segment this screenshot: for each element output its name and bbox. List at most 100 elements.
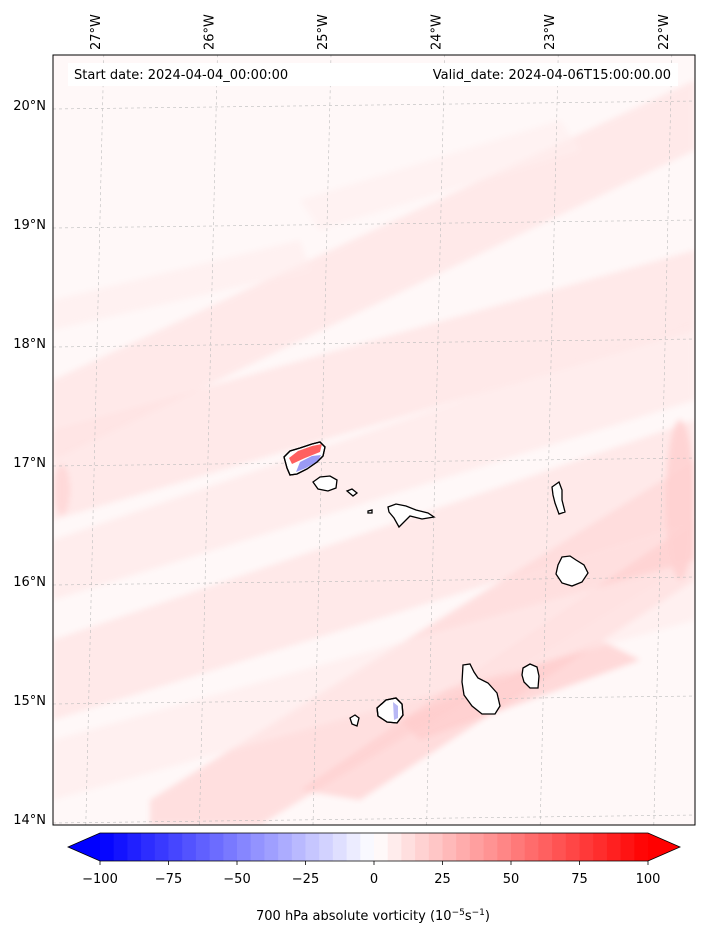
colorbar-cell — [223, 833, 238, 861]
colorbar-cell — [291, 833, 306, 861]
colorbar-cell — [209, 833, 224, 861]
lat-tick-label: 15°N — [13, 694, 46, 709]
colorbar-cell — [387, 833, 402, 861]
colorbar-cell — [237, 833, 252, 861]
colorbar-label-close: ) — [485, 909, 490, 924]
vorticity-field — [53, 80, 695, 825]
gridline-lat-1 — [53, 219, 695, 229]
colorbar-tick-label: 75 — [571, 872, 588, 887]
colorbar-cell — [565, 833, 580, 861]
colorbar-tick-label: −25 — [292, 872, 319, 887]
colorbar-tick-label: −100 — [82, 872, 118, 887]
lon-tick-label: 24°W — [430, 14, 445, 50]
lon-tick-label: 25°W — [316, 14, 331, 50]
start-date-label: Start date: 2024-04-04_00:00:00 — [74, 68, 288, 83]
colorbar-cell — [264, 833, 279, 861]
lat-tick-label: 19°N — [13, 218, 46, 233]
gridline-lat-4 — [53, 576, 695, 586]
colorbar-cell — [141, 833, 156, 861]
colorbar-tick-label: −75 — [155, 872, 182, 887]
lat-tick-label: 14°N — [13, 813, 46, 828]
gridline-lat-0 — [53, 100, 695, 110]
colorbar-cell — [456, 833, 471, 861]
gridline-lon-0 — [85, 55, 105, 825]
colorbar-tick-label: −50 — [223, 872, 250, 887]
colorbar-cell — [442, 833, 457, 861]
colorbar-cell — [483, 833, 498, 861]
colorbar-cell — [305, 833, 320, 861]
colorbar-cell — [415, 833, 430, 861]
gridline-lon-1 — [199, 55, 218, 825]
island-sal — [551, 480, 566, 515]
colorbar-label: 700 hPa absolute vorticity (10−5s−1) — [256, 908, 490, 924]
island-sao-vicente — [312, 475, 338, 492]
colorbar-tick-label: 0 — [370, 872, 378, 887]
gridline-lon-4 — [539, 55, 559, 825]
latitude-tick-labels: 20°N 19°N 18°N 17°N 16°N 15°N 14°N — [13, 99, 46, 828]
gridline-lon-3 — [426, 55, 445, 825]
colorbar-cell — [319, 833, 334, 861]
colorbar-cell — [497, 833, 512, 861]
lon-tick-label: 27°W — [89, 14, 104, 50]
colorbar-extend-max — [648, 833, 680, 861]
colorbar-cell — [524, 833, 539, 861]
lon-tick-label: 23°W — [543, 14, 558, 50]
colorbar-cell — [127, 833, 142, 861]
colorbar-cells — [100, 833, 649, 861]
lat-tick-label: 18°N — [13, 337, 46, 352]
colorbar-cell — [195, 833, 211, 861]
lat-tick-label: 17°N — [13, 456, 46, 471]
island-ilheu — [367, 509, 373, 514]
colorbar-cell — [538, 833, 553, 861]
island-maio — [521, 663, 540, 689]
colorbar-tick-label: 100 — [636, 872, 661, 887]
lat-tick-label: 16°N — [13, 575, 46, 590]
colorbar-cell — [346, 833, 361, 861]
lat-tick-label: 20°N — [13, 99, 46, 114]
colorbar-cell — [606, 833, 622, 861]
colorbar-cell — [511, 833, 526, 861]
island-sao-nicolau — [387, 503, 436, 529]
island-santiago — [461, 663, 501, 715]
colorbar-tick-label: 50 — [503, 872, 520, 887]
coastlines — [283, 441, 589, 727]
colorbar-label-exp1: −5 — [452, 908, 465, 918]
gridline-lat-5 — [53, 695, 695, 705]
island-santa-luzia — [345, 488, 359, 497]
colorbar-label-exp2: −1 — [472, 908, 485, 918]
colorbar-cell — [278, 833, 293, 861]
date-box — [68, 63, 678, 86]
island-brava — [349, 714, 360, 727]
island-boa-vista — [555, 555, 589, 587]
colorbar-label-main: 700 hPa absolute vorticity (10 — [256, 909, 452, 924]
gridline-lon-5 — [653, 55, 673, 825]
lon-tick-label: 26°W — [202, 14, 217, 50]
colorbar-cell — [428, 833, 443, 861]
colorbar-cell — [401, 833, 416, 861]
colorbar: −100 −75 −50 −25 0 25 50 75 100 700 hPa absolute… — [67, 832, 681, 924]
colorbar-cell — [250, 833, 265, 861]
colorbar-cell — [579, 833, 594, 861]
colorbar-cell — [100, 833, 115, 861]
longitude-tick-labels: 27°W 26°W 25°W 24°W 23°W 22°W — [89, 14, 672, 50]
gridline-lat-3 — [53, 457, 695, 467]
lon-tick-label: 22°W — [657, 14, 672, 50]
map-panel — [53, 55, 695, 825]
colorbar-extend-min — [68, 833, 100, 861]
colorbar-cell — [552, 833, 567, 861]
colorbar-ticks: −100 −75 −50 −25 0 25 50 75 100 — [82, 861, 660, 887]
colorbar-cell — [360, 833, 375, 861]
valid-date-label: Valid_date: 2024-04-06T15:00:00.00 — [433, 68, 671, 83]
colorbar-cell — [332, 833, 348, 861]
colorbar-cell — [593, 833, 608, 861]
colorbar-cell — [182, 833, 197, 861]
map-frame — [52, 54, 696, 826]
gridline-lat-6 — [53, 814, 695, 824]
gridline-lon-2 — [312, 55, 332, 825]
colorbar-cell — [469, 833, 485, 861]
colorbar-cell — [154, 833, 169, 861]
gridlines — [53, 55, 695, 825]
colorbar-tick-label: 25 — [434, 872, 451, 887]
colorbar-cell — [634, 833, 649, 861]
gridline-lat-2 — [53, 338, 695, 348]
